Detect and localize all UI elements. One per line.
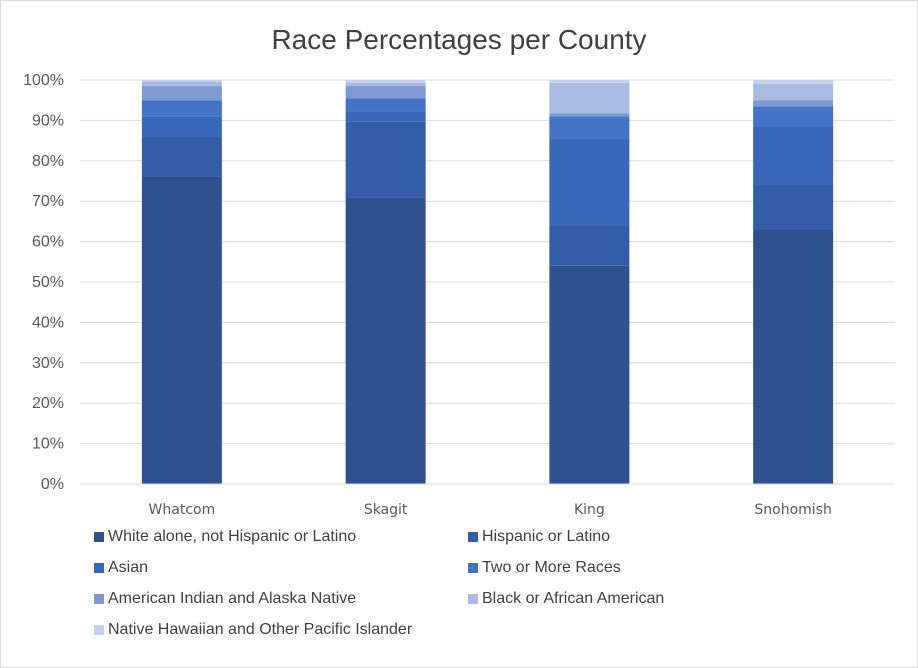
bar-segment [753, 84, 834, 101]
bar-segment [549, 225, 630, 266]
bar-segment [141, 136, 222, 177]
y-tick-label: 10% [32, 436, 64, 453]
x-category-label: Snohomish [754, 502, 831, 518]
bar-segment [549, 138, 630, 226]
y-tick-label: 20% [32, 395, 64, 412]
bar-segment [753, 106, 834, 127]
y-tick-label: 80% [32, 153, 64, 170]
y-tick-label: 0% [41, 476, 64, 493]
y-tick-label: 40% [32, 314, 64, 331]
bar-segment [345, 197, 426, 484]
bar-segment [549, 113, 630, 117]
y-tick-label: 100% [23, 72, 64, 89]
bar-segment [141, 82, 222, 87]
bar-segment [753, 185, 834, 230]
bar-segment [549, 265, 630, 484]
bar-segment [753, 80, 834, 85]
bar-segment [345, 82, 426, 87]
chart-title: Race Percentages per County [271, 24, 647, 55]
bar-segment [141, 176, 222, 484]
bar-segment [753, 126, 834, 186]
bar-segment [549, 116, 630, 139]
bar-segment [345, 86, 426, 99]
y-tick-label: 30% [32, 355, 64, 372]
x-category-label: King [574, 502, 605, 518]
bar-segment [141, 86, 222, 101]
bar-segment [753, 100, 834, 107]
bar-segment [345, 98, 426, 112]
bar-segment [141, 116, 222, 137]
bar-segment [345, 80, 426, 83]
bar-segment [141, 100, 222, 117]
bar-segment [345, 111, 426, 122]
y-tick-label: 60% [32, 234, 64, 251]
bar-segment [549, 82, 630, 114]
bar-segment [141, 80, 222, 83]
y-tick-label: 70% [32, 193, 64, 210]
x-category-label: Skagit [364, 502, 408, 518]
bar-segment [345, 121, 426, 198]
y-tick-label: 90% [32, 112, 64, 129]
y-tick-label: 50% [32, 274, 64, 291]
bar-segment [549, 80, 630, 83]
x-category-label: Whatcom [149, 502, 216, 518]
bar-segment [753, 229, 834, 484]
